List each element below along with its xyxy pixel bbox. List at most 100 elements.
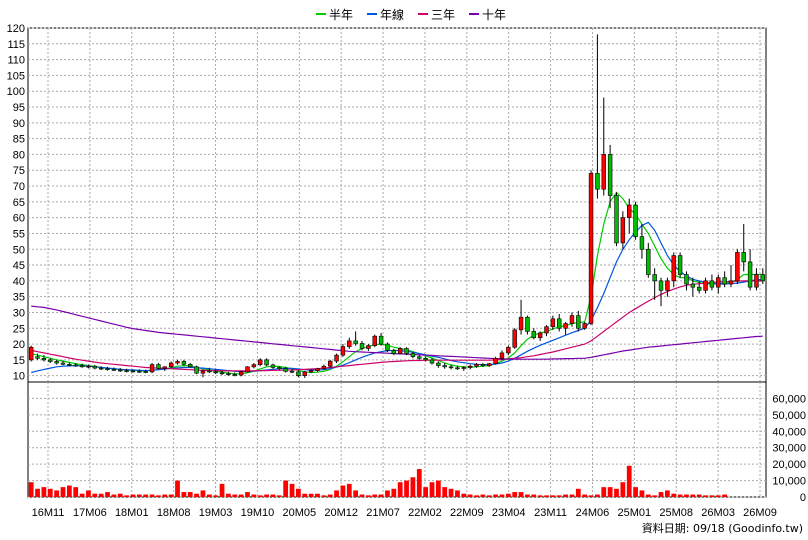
- price-y-tick-label: 70: [13, 181, 25, 193]
- x-tick-label: 18M08: [157, 507, 191, 519]
- candle-body: [582, 323, 587, 329]
- candle-body: [194, 366, 199, 374]
- volume-bar: [467, 494, 473, 497]
- candle-body: [162, 366, 167, 369]
- candlesticks: [28, 34, 766, 378]
- candle-body: [302, 371, 307, 376]
- candle-body: [436, 362, 441, 366]
- legend-label: 十年: [482, 8, 506, 22]
- price-y-tick-label: 90: [13, 118, 25, 130]
- x-tick-label: 22M02: [408, 507, 442, 519]
- volume-bar: [98, 493, 104, 497]
- volume-bar: [28, 482, 34, 497]
- volume-bar: [639, 490, 645, 497]
- legend: 半年 年線 三年 十年: [316, 7, 506, 22]
- candle-body: [264, 359, 269, 366]
- volume-bar: [232, 494, 238, 497]
- price-y-tick-label: 45: [13, 260, 25, 272]
- candle-body: [200, 370, 206, 374]
- candle-body: [544, 326, 549, 334]
- price-y-tick-label: 120: [7, 23, 25, 35]
- candle-body: [614, 195, 619, 244]
- x-tick-label: 20M05: [282, 507, 316, 519]
- volume-bar: [582, 494, 588, 497]
- volume-bar: [626, 465, 632, 497]
- volume-bar: [73, 487, 79, 497]
- candle-body: [334, 354, 339, 362]
- volume-bar: [722, 494, 728, 497]
- volume-bar: [601, 487, 607, 497]
- candle-body: [525, 316, 530, 332]
- candle-body: [143, 371, 148, 373]
- volume-bar: [620, 482, 626, 497]
- candle-body: [487, 363, 492, 366]
- candle-body: [372, 335, 377, 346]
- candle-body: [537, 332, 543, 339]
- x-tick-label: 21M07: [366, 507, 400, 519]
- candle-body: [754, 274, 759, 288]
- candle-body: [124, 370, 129, 372]
- price-y-tick-label: 65: [13, 197, 25, 209]
- volume-bar: [537, 495, 543, 497]
- volume-bar: [302, 493, 308, 497]
- candle-body: [442, 365, 447, 368]
- price-y-tick-label: 20: [13, 339, 25, 351]
- volume-bar: [442, 487, 448, 497]
- candle-body: [175, 361, 180, 364]
- candle-body: [410, 353, 416, 358]
- candle-body: [251, 364, 257, 368]
- candle-body: [455, 367, 460, 370]
- volume-bar: [499, 494, 505, 497]
- price-y-ticks: 10 15 20 25 30 35 40 45 50 55 60 65 70 75 80 85 90 95 100 1…: [7, 23, 25, 383]
- volume-y-tick-label: 60,000: [772, 393, 806, 405]
- x-tick-label: 20M12: [324, 507, 358, 519]
- volume-bar: [143, 494, 149, 497]
- volume-bar: [423, 487, 429, 497]
- x-tick-label: 17M06: [73, 507, 107, 519]
- volume-bar: [79, 493, 85, 497]
- candle-body: [404, 348, 409, 354]
- volume-bar: [321, 495, 327, 497]
- candle-body: [417, 356, 422, 359]
- volume-bar: [607, 487, 613, 497]
- volume-bar: [296, 488, 301, 497]
- volume-bar: [149, 494, 155, 497]
- candle-body: [696, 286, 702, 291]
- volume-y-ticks: 0 10,000 20,000 30,000 40,000 50,000 60,000: [772, 393, 806, 504]
- price-y-tick-label: 85: [13, 134, 25, 146]
- volume-bar: [111, 494, 117, 497]
- candle-body: [595, 173, 600, 190]
- volume-bar: [544, 495, 549, 497]
- candle-body: [480, 363, 486, 366]
- volume-bar: [665, 490, 670, 497]
- price-y-tick-label: 110: [7, 55, 25, 67]
- volume-bar: [47, 488, 53, 497]
- volume-bar: [575, 488, 581, 497]
- x-tick-label: 26M03: [701, 507, 735, 519]
- volume-bar: [117, 493, 123, 497]
- candle-body: [627, 204, 632, 218]
- volume-bar: [86, 490, 91, 497]
- candle-body: [315, 368, 320, 371]
- x-tick-label: 19M03: [199, 507, 233, 519]
- volume-bar: [550, 495, 556, 497]
- price-plot-frame: [27, 27, 767, 383]
- candle-body: [506, 346, 511, 354]
- price-y-tick-label: 25: [13, 323, 25, 335]
- volume-bar: [289, 483, 295, 497]
- candle-body: [677, 255, 683, 275]
- candle-body: [67, 363, 72, 366]
- candle-body: [620, 217, 626, 244]
- volume-bar: [238, 494, 244, 497]
- volume-bar: [429, 482, 435, 497]
- volume-bars: [28, 465, 728, 497]
- candle-body: [149, 364, 155, 373]
- volume-bar: [136, 494, 142, 497]
- volume-bar: [194, 493, 199, 497]
- volume-bar: [251, 494, 257, 497]
- candle-body: [569, 315, 575, 324]
- x-tick-label: 16M11: [32, 507, 65, 519]
- volume-y-tick-label: 50,000: [772, 410, 806, 422]
- volume-bar: [677, 494, 683, 497]
